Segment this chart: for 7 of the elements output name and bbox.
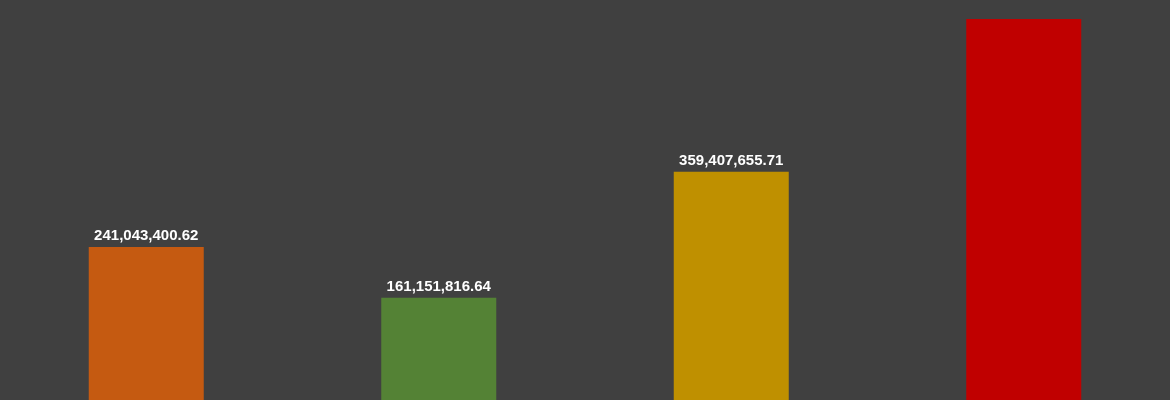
bar bbox=[381, 297, 497, 400]
bar bbox=[88, 246, 204, 400]
bar bbox=[966, 19, 1082, 400]
bar bbox=[673, 171, 789, 400]
data-label: 161,151,816.64 bbox=[386, 276, 492, 294]
data-label: 359,407,655.71 bbox=[679, 150, 784, 168]
data-label: 241,043,400.62 bbox=[94, 225, 199, 243]
